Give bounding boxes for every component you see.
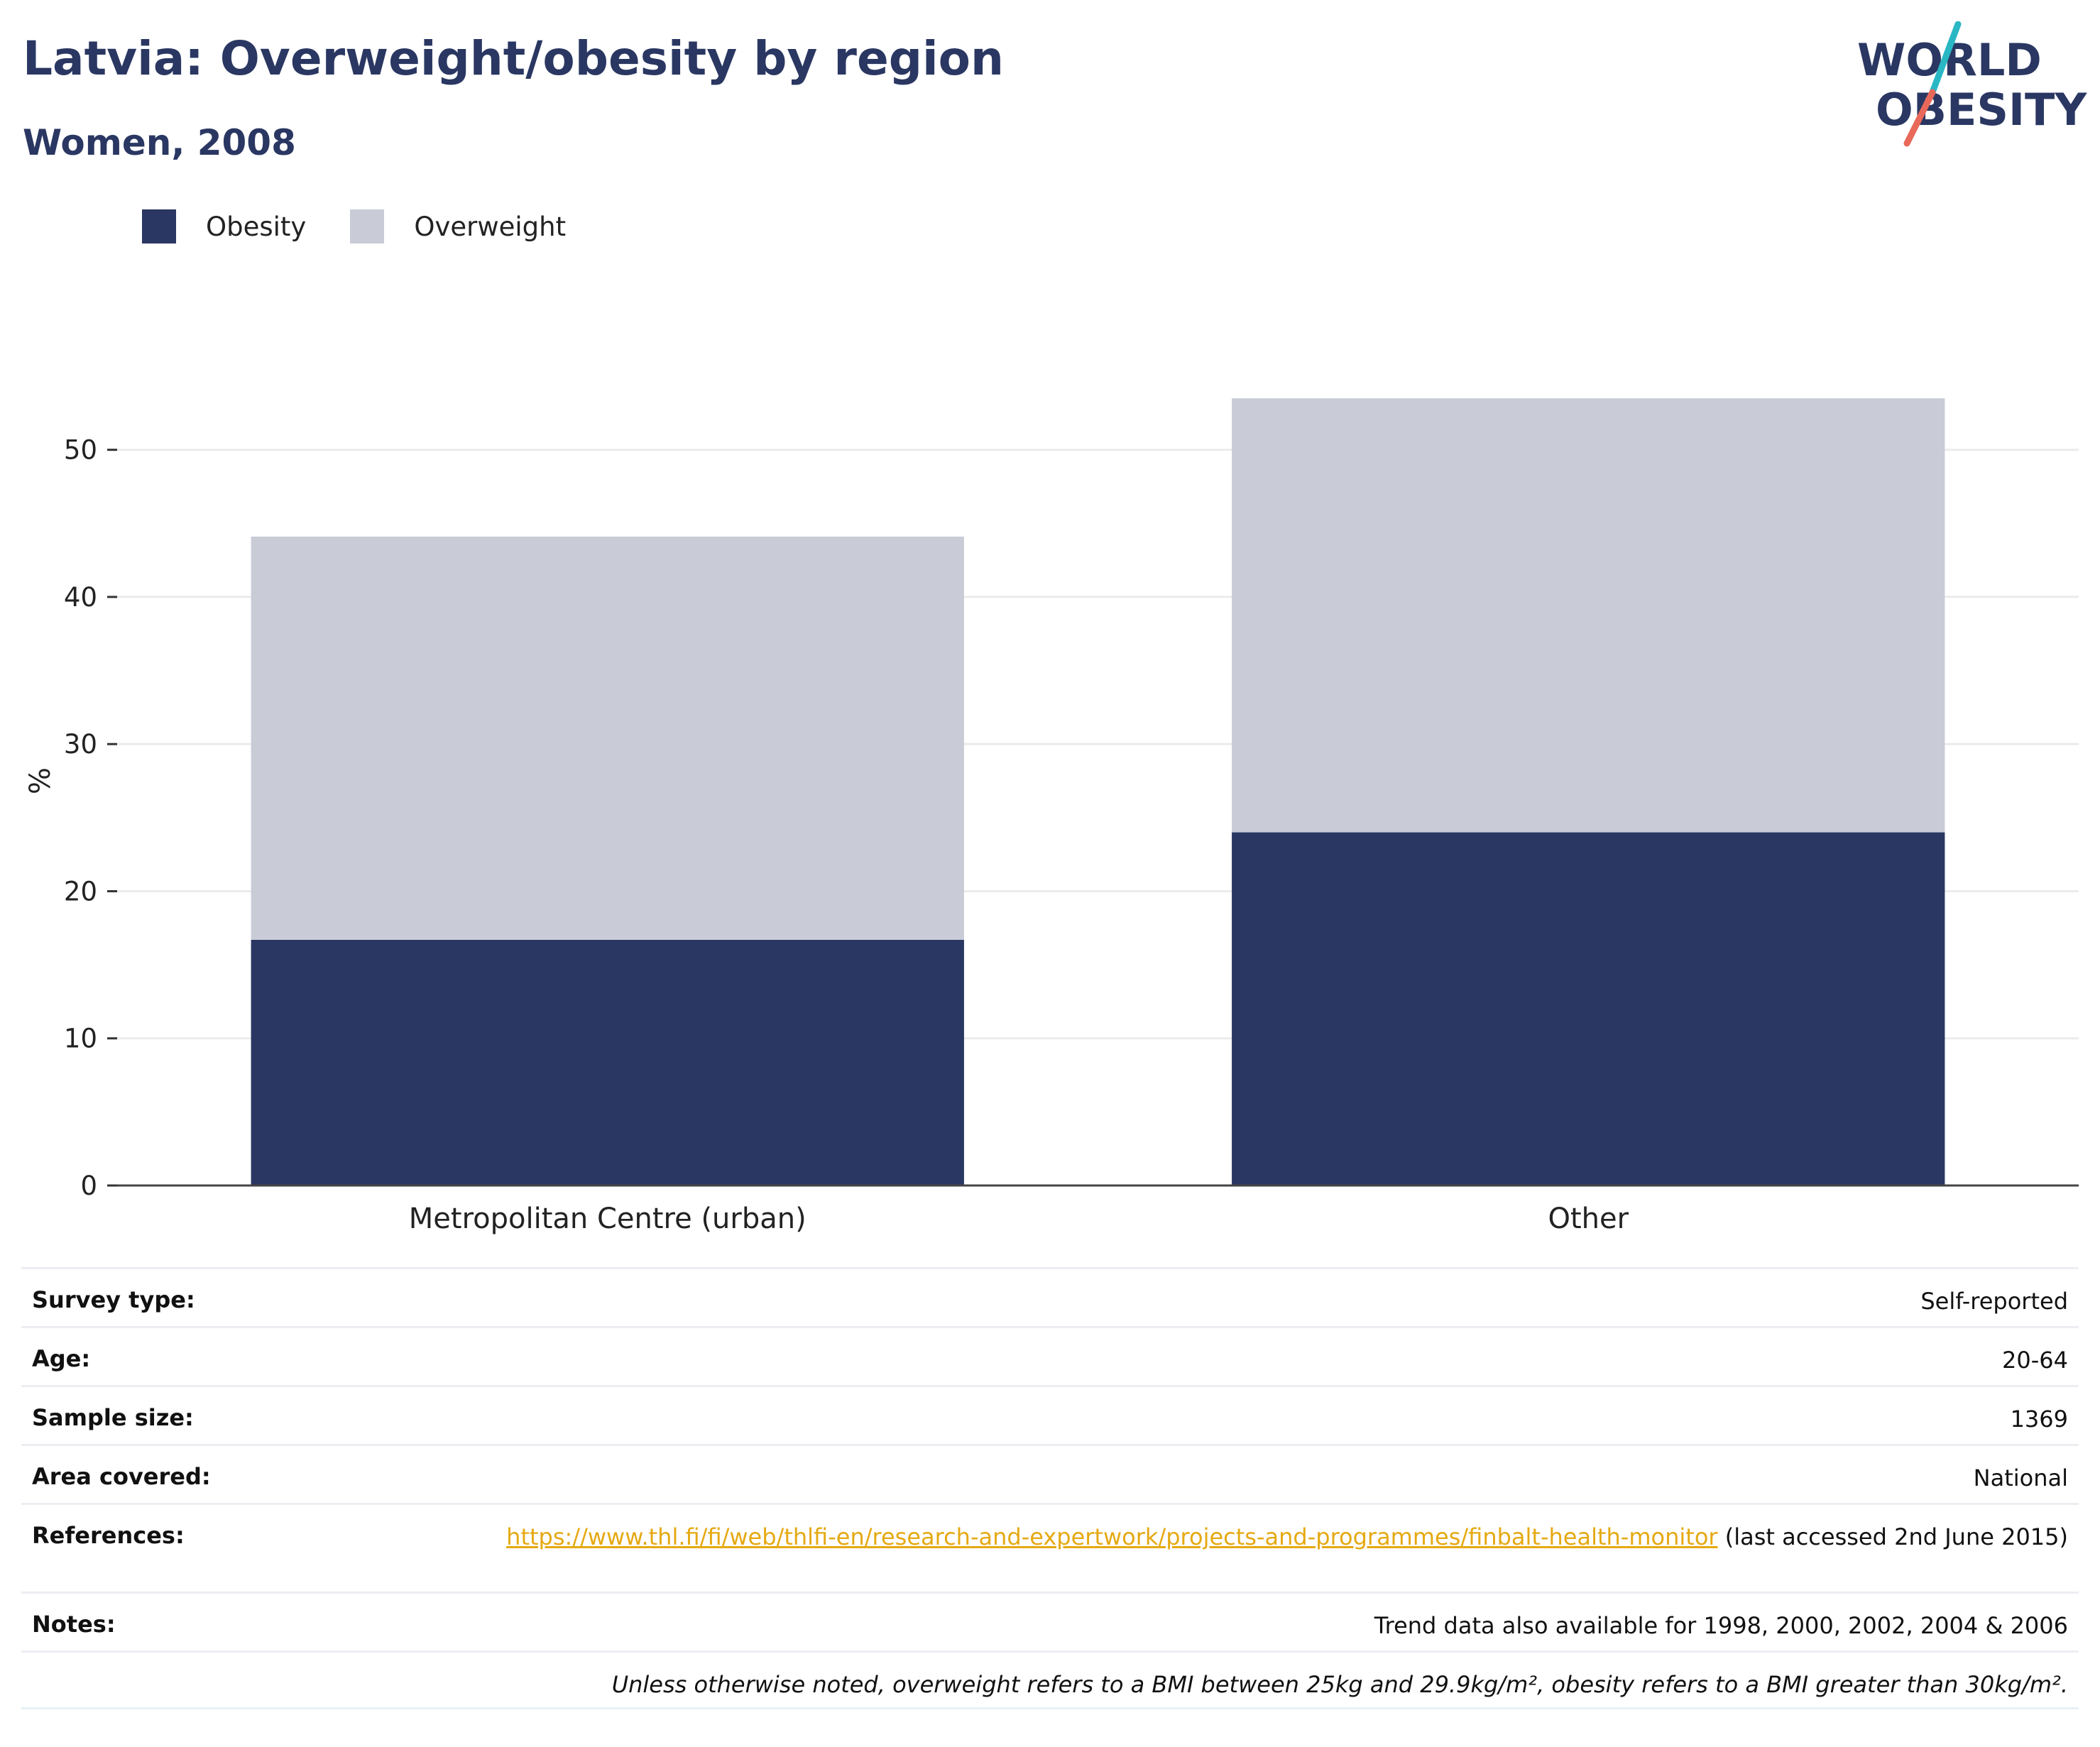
reference-access-note: (last accessed 2nd June 2015) bbox=[1717, 1523, 2068, 1550]
info-row-survey-type: Survey type: Self-reported bbox=[21, 1267, 2079, 1326]
info-row-age: Age: 20-64 bbox=[21, 1326, 2079, 1385]
info-label: Age: bbox=[32, 1345, 91, 1372]
bar-overweight-0 bbox=[251, 536, 964, 940]
info-row-sample-size: Sample size: 1369 bbox=[21, 1385, 2079, 1444]
y-tick-label: 40 bbox=[64, 582, 97, 613]
stacked-bar-chart: 0 10 20 30 40 50% Metropolitan Centre (urban) O… bbox=[24, 398, 2079, 1235]
info-label: References: bbox=[32, 1522, 185, 1549]
y-axis-label: % bbox=[24, 767, 57, 794]
logo-slash-coral-icon bbox=[1903, 89, 1936, 147]
legend-item-obesity[interactable]: Obesity bbox=[142, 209, 306, 243]
info-row-references: References: https://www.thl.fi/fi/web/th… bbox=[21, 1503, 2079, 1592]
y-tick-label: 50 bbox=[64, 435, 97, 466]
y-tick-label: 10 bbox=[64, 1024, 97, 1054]
legend-swatch-obesity bbox=[142, 209, 176, 243]
info-row-area-covered: Area covered: National bbox=[21, 1444, 2079, 1503]
bar-overweight-1 bbox=[1232, 398, 1945, 833]
x-category-label: Other bbox=[1548, 1203, 1629, 1235]
legend-item-overweight[interactable]: Overweight bbox=[350, 209, 566, 243]
chart-subtitle: Women, 2008 bbox=[23, 122, 296, 163]
chart-title: Latvia: Overweight/obesity by region bbox=[23, 31, 1004, 86]
y-tick-label: 20 bbox=[64, 876, 97, 907]
info-value: National bbox=[1973, 1464, 2068, 1491]
info-value: 20-64 bbox=[2002, 1347, 2068, 1374]
legend-label-overweight: Overweight bbox=[414, 211, 567, 242]
world-obesity-logo: WORLD OBESITY bbox=[1857, 21, 2087, 147]
info-label: Sample size: bbox=[32, 1404, 194, 1431]
legend-swatch-overweight bbox=[350, 209, 385, 243]
bar-obesity-1 bbox=[1232, 832, 1945, 1185]
y-tick-label: 0 bbox=[80, 1171, 97, 1201]
info-value: Trend data also available for 1998, 2000… bbox=[1374, 1612, 2068, 1639]
info-value: 1369 bbox=[2010, 1406, 2068, 1433]
info-value: https://www.thl.fi/fi/web/thlfi-en/resea… bbox=[506, 1522, 2068, 1552]
info-row-footnote: Unless otherwise noted, overweight refer… bbox=[21, 1650, 2079, 1709]
info-label: Notes: bbox=[32, 1611, 116, 1638]
y-tick-label: 30 bbox=[64, 729, 97, 760]
legend-label-obesity: Obesity bbox=[206, 211, 307, 242]
x-category-label: Metropolitan Centre (urban) bbox=[409, 1203, 806, 1235]
bmi-definition-footnote: Unless otherwise noted, overweight refer… bbox=[611, 1671, 2068, 1698]
logo-line-obesity: OBESITY bbox=[1876, 84, 2087, 136]
info-value: Self-reported bbox=[1920, 1288, 2068, 1315]
info-label: Survey type: bbox=[32, 1286, 195, 1313]
info-row-notes: Notes: Trend data also available for 199… bbox=[21, 1592, 2079, 1650]
reference-link[interactable]: https://www.thl.fi/fi/web/thlfi-en/resea… bbox=[506, 1523, 1718, 1550]
survey-info-table: Survey type: Self-reported Age: 20-64 Sa… bbox=[21, 1267, 2079, 1709]
logo-slash-teal-icon bbox=[1929, 21, 1962, 96]
bar-obesity-0 bbox=[251, 939, 964, 1185]
info-label: Area covered: bbox=[32, 1463, 211, 1490]
chart-legend: Obesity Overweight bbox=[142, 209, 610, 243]
